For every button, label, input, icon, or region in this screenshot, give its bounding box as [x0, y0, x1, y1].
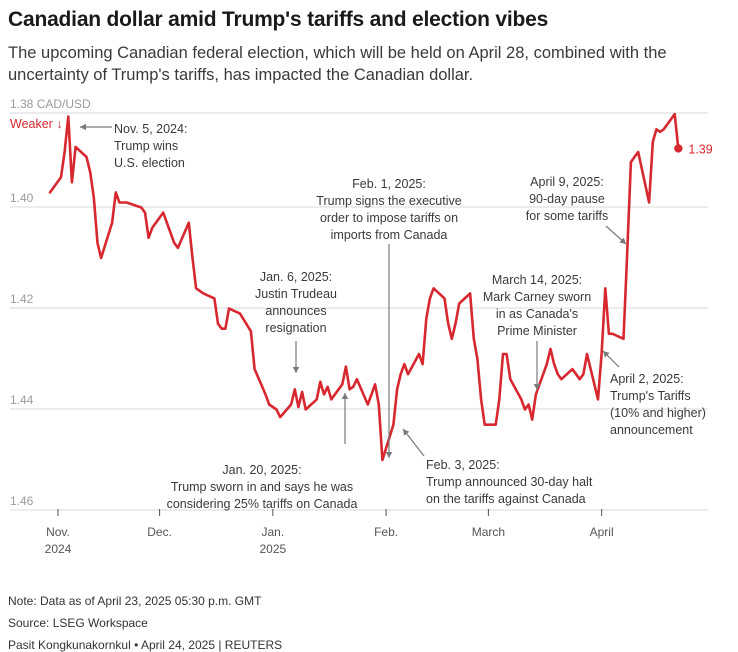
- annotation-text: Jan. 20, 2025:: [222, 463, 301, 477]
- annotation-text: Trump signs the executive: [316, 194, 461, 208]
- annotation-text: Trump wins: [114, 139, 178, 153]
- x-tick-label: April: [590, 525, 614, 539]
- annotation-text: Trump's Tariffs: [610, 389, 691, 403]
- annotation-text: considering 25% tariffs on Canada: [167, 497, 358, 511]
- x-tick-label: 2025: [259, 542, 286, 556]
- annotation-text: order to impose tariffs on: [320, 211, 458, 225]
- annotation-arrowhead: [403, 429, 410, 436]
- last-value-dot: [674, 144, 683, 153]
- credit-line: Pasit Kongkunakornkul • April 24, 2025 |…: [8, 638, 283, 652]
- annotation-text: Trump sworn in and says he was: [171, 480, 353, 494]
- annotation-text: Feb. 1, 2025:: [352, 177, 426, 191]
- x-tick-label: Dec.: [147, 525, 172, 539]
- y-tick-label: 1.46: [10, 494, 34, 508]
- series-line: [48, 112, 680, 462]
- annotation-text: Mark Carney sworn: [483, 290, 591, 304]
- annotation-text: resignation: [265, 321, 326, 335]
- annotation-text: announcement: [610, 423, 693, 437]
- y-axis-unit-label: 1.38 CAD/USD: [10, 97, 91, 111]
- annotation-text: April 9, 2025:: [530, 175, 604, 189]
- annotation-text: announces: [265, 304, 326, 318]
- source-note: Source: LSEG Workspace: [8, 616, 148, 630]
- annotation-arrowhead: [619, 237, 626, 244]
- y-tick-label: 1.42: [10, 292, 34, 306]
- annotation-arrowhead: [603, 351, 610, 358]
- annotation-text: Justin Trudeau: [255, 287, 337, 301]
- annotation-text: March 14, 2025:: [492, 273, 582, 287]
- annotation-arrowhead: [533, 384, 541, 390]
- annotation-text: April 2, 2025:: [610, 372, 684, 386]
- annotation-text: Prime Minister: [497, 324, 577, 338]
- direction-label: Weaker ↓: [10, 117, 63, 131]
- annotation-arrowhead: [341, 393, 349, 399]
- annotation-arrowhead: [80, 123, 86, 131]
- chart-subtitle: The upcoming Canadian federal election, …: [8, 44, 667, 84]
- annotation-text: U.S. election: [114, 156, 185, 170]
- annotation-text: on the tariffs against Canada: [426, 492, 586, 506]
- annotation-text: 90-day pause: [529, 192, 605, 206]
- annotation-text: in as Canada's: [496, 307, 578, 321]
- x-tick-label: March: [472, 525, 505, 539]
- footnote: Note: Data as of April 23, 2025 05:30 p.…: [8, 594, 262, 608]
- x-tick-label: 2024: [45, 542, 72, 556]
- annotation-text: imports from Canada: [331, 228, 448, 242]
- annotation-text: (10% and higher): [610, 406, 706, 420]
- x-tick-label: Jan.: [262, 525, 285, 539]
- annotation-text: Feb. 3, 2025:: [426, 458, 500, 472]
- y-tick-label: 1.40: [10, 191, 34, 205]
- y-tick-label: 1.44: [10, 393, 34, 407]
- annotation-arrowhead: [385, 452, 393, 458]
- chart-title: Canadian dollar amid Trump's tariffs and…: [8, 8, 549, 31]
- annotation-text: for some tariffs: [526, 209, 608, 223]
- last-value-label: 1.39: [688, 142, 712, 156]
- x-tick-label: Nov.: [46, 525, 70, 539]
- annotation-text: Jan. 6, 2025:: [260, 270, 332, 284]
- line-chart: 1.40 1.42 1.44 1.46 1.38 CAD/USD Weaker ↓ Nov.…: [10, 97, 713, 556]
- x-tick-label: Feb.: [374, 525, 398, 539]
- annotation-text: Nov. 5, 2024:: [114, 122, 187, 136]
- annotation-text: Trump announced 30-day halt: [426, 475, 593, 489]
- annotation-arrowhead: [292, 367, 300, 373]
